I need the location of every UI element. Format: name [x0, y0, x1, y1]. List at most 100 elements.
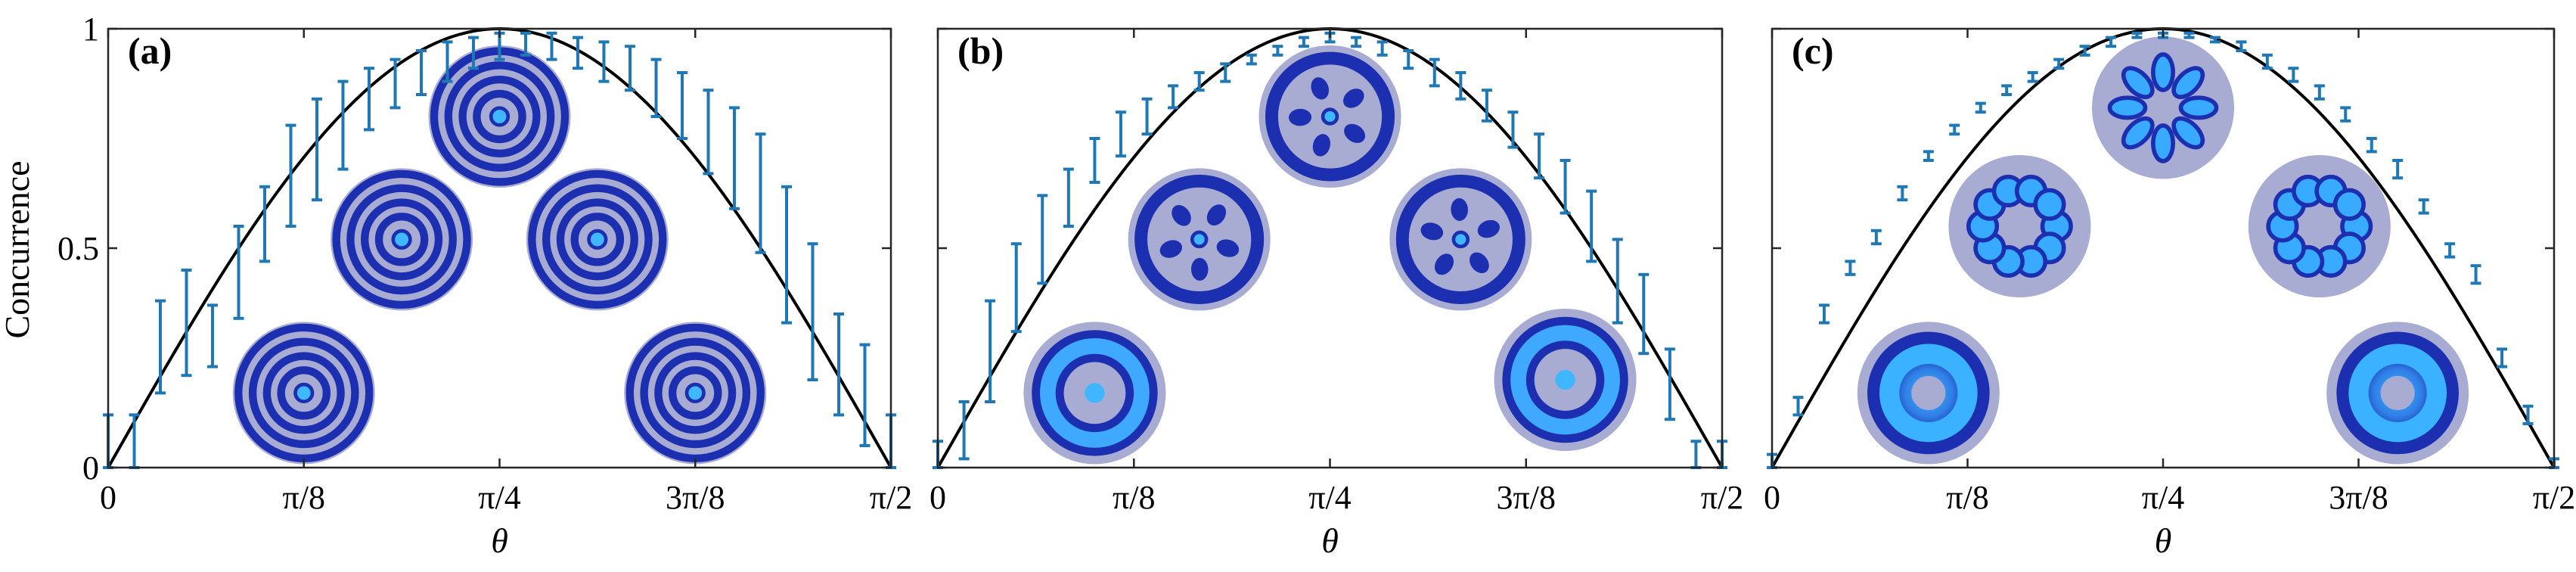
error-bar	[1220, 62, 1231, 83]
inset-ring	[556, 198, 638, 281]
error-bar	[312, 97, 323, 202]
mode-inset-rings	[331, 168, 473, 311]
error-bar	[1638, 272, 1650, 356]
error-bar	[1586, 189, 1597, 263]
error-bar	[1429, 58, 1440, 88]
error-bar	[2392, 159, 2404, 180]
y-axis-title: Concurrence	[0, 161, 36, 339]
error-bar	[1455, 71, 1466, 101]
x-tick-label: π/2	[1701, 479, 1743, 516]
error-bar	[1690, 440, 1702, 469]
error-bar	[1897, 185, 1908, 202]
error-bar	[2106, 36, 2117, 48]
x-tick-label: π/8	[1113, 479, 1155, 516]
mode-inset-rings	[232, 322, 375, 465]
error-bar	[1272, 45, 1283, 57]
inset-donut-bright	[2348, 344, 2447, 443]
error-bar	[2418, 198, 2429, 215]
error-bar	[364, 67, 374, 132]
mode-inset-beads	[2248, 155, 2391, 297]
error-bar	[958, 400, 970, 461]
error-bar	[2444, 242, 2456, 259]
inset-core	[391, 228, 412, 250]
mode-inset-rings	[624, 322, 767, 465]
error-bar	[1949, 123, 1960, 136]
error-bar	[1975, 101, 1986, 114]
error-bar	[1481, 89, 1492, 123]
mode-inset-rings	[526, 168, 669, 311]
error-bar	[2314, 84, 2325, 101]
error-bar	[442, 40, 453, 83]
x-tick-label: 3π/8	[1497, 479, 1556, 516]
error-bar	[755, 132, 766, 254]
error-bar	[2027, 71, 2038, 83]
y-tick-label: 0.5	[57, 230, 99, 267]
x-tick-label: π/2	[2533, 479, 2575, 516]
panel-c: 0 π/8 π/4 3π/8 π/2 θ (c)	[1764, 26, 2575, 560]
x-tick-label: π/2	[870, 479, 912, 516]
error-bar	[2261, 53, 2273, 70]
inset-ring	[654, 352, 737, 434]
error-bar	[2209, 36, 2221, 44]
inset-core	[1085, 383, 1105, 403]
inset-petal	[1216, 239, 1240, 257]
inset-ring	[1395, 174, 1525, 304]
error-bar	[625, 45, 635, 92]
error-bar	[337, 79, 349, 171]
inset-core	[684, 382, 706, 404]
error-bar	[573, 36, 584, 70]
panel-label: (a)	[128, 30, 172, 72]
inset-petal	[1451, 197, 1468, 221]
error-bar	[2497, 347, 2508, 368]
error-bar	[2236, 40, 2247, 52]
error-bar	[467, 36, 479, 70]
x-tick-label: 3π/8	[2329, 479, 2388, 516]
panel-label: (c)	[1792, 30, 1834, 72]
mode-inset-beads	[1948, 155, 2091, 297]
inset-petal	[1190, 257, 1209, 281]
inset-petal	[1420, 222, 1444, 241]
inset-petal	[1159, 240, 1182, 258]
error-bar	[2340, 106, 2351, 123]
error-bar	[1246, 53, 1257, 66]
inset-petal	[2171, 66, 2205, 100]
inset-ring-bright	[1510, 325, 1620, 435]
inset-ring-bright	[1040, 338, 1150, 448]
inset-bead	[2332, 188, 2366, 221]
inset-petal	[2151, 52, 2175, 92]
error-bar	[2183, 31, 2195, 39]
error-bar	[1664, 347, 1675, 421]
inset-core	[1321, 107, 1339, 126]
error-bar	[2131, 31, 2143, 39]
error-bar	[1141, 97, 1153, 136]
error-bar	[807, 242, 818, 381]
inset-petal	[1288, 108, 1312, 126]
x-axis-title: θ	[1321, 521, 1339, 560]
error-bar	[1845, 260, 1856, 276]
error-bar	[1507, 110, 1519, 149]
inset-core	[1190, 230, 1209, 249]
mode-inset-donut	[2326, 322, 2469, 465]
inset-petal	[1172, 204, 1191, 226]
error-bar	[1923, 150, 1934, 162]
error-bar	[520, 31, 532, 57]
x-tick-label: 0	[100, 479, 116, 516]
error-bar	[1115, 110, 1126, 158]
inset-petal	[2151, 123, 2175, 163]
error-bar	[1376, 40, 1388, 57]
mode-inset-petals	[1259, 45, 1401, 188]
inset-core	[1451, 230, 1470, 249]
inset-ring	[346, 184, 457, 295]
error-bar	[1534, 132, 1545, 180]
x-tick-label: π/4	[2142, 479, 2184, 516]
inset-petal	[1477, 219, 1500, 238]
error-bar	[2288, 67, 2299, 83]
inset-ring	[473, 89, 526, 144]
error-bar	[1870, 228, 1882, 246]
mode-inset-ring	[1023, 322, 1166, 465]
panel-b: 0 π/8 π/4 3π/8 π/2 θ (b)	[930, 26, 1743, 560]
error-bar	[676, 71, 687, 140]
error-bar	[2366, 137, 2377, 154]
mode-inset-flower	[2092, 36, 2234, 179]
